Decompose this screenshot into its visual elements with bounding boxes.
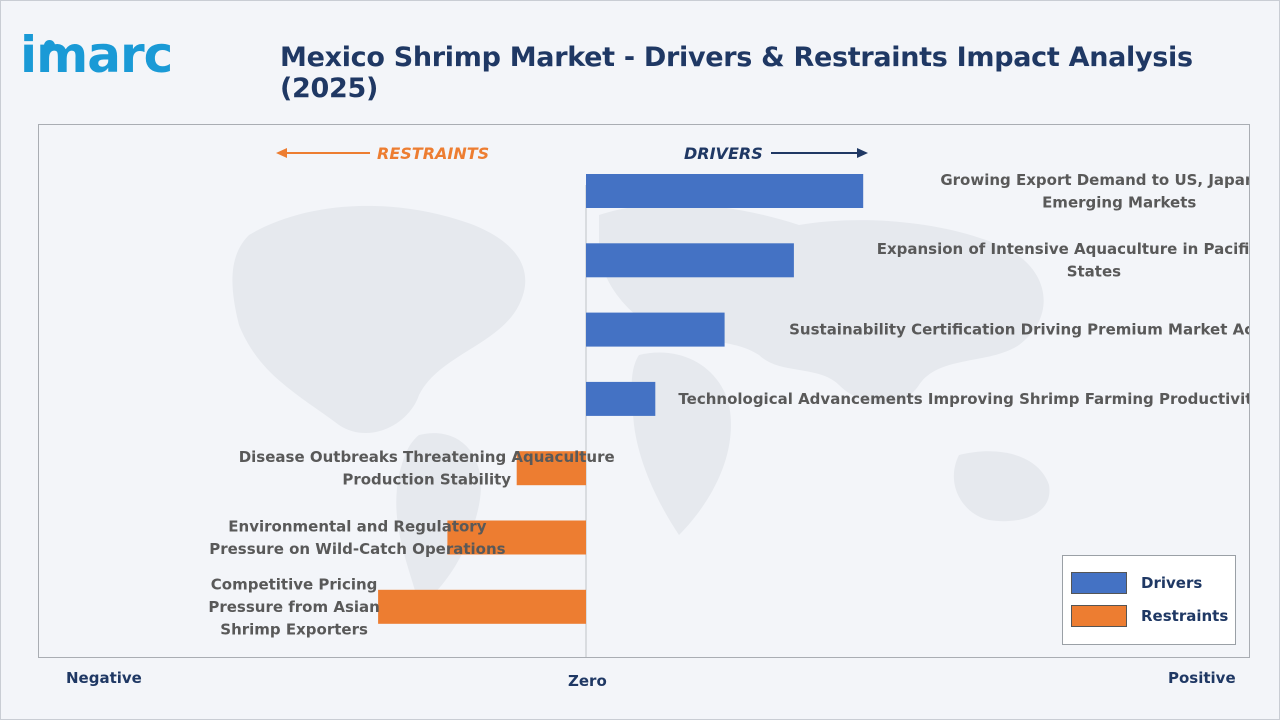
bar-label-line: Production Stability (342, 470, 511, 488)
bar-restraints-6 (378, 589, 586, 624)
axis-positive-label: Positive (1168, 669, 1236, 687)
bar-label-4: Disease Outbreaks Threatening Aquacultur… (239, 448, 615, 489)
bar-label-1: Expansion of Intensive Aquaculture in Pa… (877, 240, 1249, 280)
chart-legend: Drivers Restraints (1062, 555, 1236, 645)
bar-label-line: States (1067, 263, 1121, 281)
bar-label-line: Expansion of Intensive Aquaculture in Pa… (877, 240, 1249, 258)
bar-label-line: Environmental and Regulatory (228, 517, 486, 535)
page-title: Mexico Shrimp Market - Drivers & Restrai… (280, 42, 1193, 104)
axis-negative-label: Negative (66, 669, 142, 687)
bar-drivers-1 (586, 243, 794, 278)
restraints-direction-label: RESTRAINTS (377, 144, 489, 163)
impact-chart: Growing Export Demand to US, Japan, and E… (208, 171, 1249, 657)
legend-label-restraints: Restraints (1141, 607, 1229, 625)
bar-label-line: Emerging Markets (1042, 193, 1196, 211)
logo-dot (44, 40, 55, 51)
bar-label-0: Growing Export Demand to US, Japan, and E… (940, 171, 1249, 212)
axis-zero-label: Zero (568, 672, 607, 690)
restraints-heading: RESTRAINTS (377, 144, 490, 163)
bar-label-line: Technological Advancements Improving Shr… (678, 390, 1249, 408)
bar-label-line: Competitive Pricing (211, 575, 378, 593)
logo-text: imarc (20, 26, 173, 84)
legend-swatch-restraints (1071, 605, 1127, 627)
legend-swatch-drivers (1071, 572, 1127, 594)
bar-label-line: Pressure on Wild-Catch Operations (209, 540, 505, 558)
bar-drivers-2 (586, 312, 725, 347)
bar-label-line: Sustainability Certification Driving Pre… (789, 321, 1249, 339)
bar-restraints-5 (447, 520, 586, 555)
bar-label-5: Environmental and Regulatory Pressure on … (209, 517, 505, 558)
bar-label-line: Pressure from Asian (208, 598, 379, 616)
chart-area: Growing Export Demand to US, Japan, and E… (38, 124, 1250, 658)
drivers-direction-label: DRIVERS (684, 144, 763, 163)
drivers-heading: DRIVERS (684, 144, 763, 163)
bar-label-line: Disease Outbreaks Threatening Aquacultur… (239, 448, 615, 466)
bar-restraints-4 (516, 451, 586, 486)
bar-drivers-3 (586, 381, 656, 416)
bar-label-line: Growing Export Demand to US, Japan, and (940, 171, 1249, 189)
bar-label-6: Competitive Pricing Pressure from Asian Sh… (208, 575, 379, 638)
imarc-logo: imarc (20, 26, 210, 86)
legend-label-drivers: Drivers (1141, 574, 1203, 592)
bar-label-3: Technological Advancements Improving Shr… (678, 390, 1249, 408)
bar-drivers-0 (586, 174, 864, 208)
bar-label-2: Sustainability Certification Driving Pre… (789, 321, 1249, 339)
bar-label-line: Shrimp Exporters (220, 620, 368, 638)
